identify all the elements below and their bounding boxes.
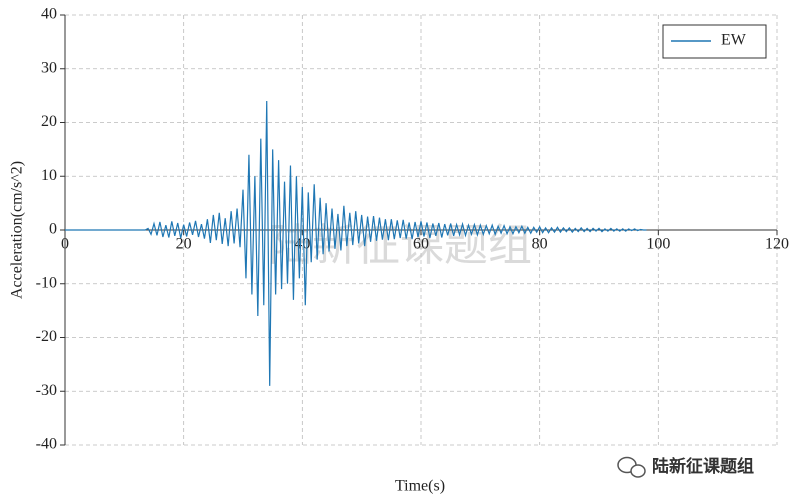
y-tick-label: -20	[36, 328, 57, 345]
y-tick-label: 30	[41, 59, 57, 76]
data-line	[65, 100, 647, 386]
y-tick-label: -30	[36, 382, 57, 399]
x-tick-label: 120	[765, 236, 789, 253]
y-tick-label: 10	[41, 167, 57, 184]
x-tick-label: 20	[176, 236, 192, 253]
x-tick-label: 40	[294, 236, 310, 253]
y-tick-label: -10	[36, 274, 57, 291]
x-axis-label: Time(s)	[395, 478, 445, 495]
x-tick-label: 100	[646, 236, 670, 253]
y-tick-label: 0	[49, 221, 57, 238]
legend-label: EW	[721, 32, 747, 49]
x-tick-label: 80	[532, 236, 548, 253]
y-tick-label: -40	[36, 436, 57, 453]
y-tick-label: 40	[41, 6, 57, 23]
y-axis-label: Acceleration(cm/s^2)	[9, 161, 26, 299]
credit: 陆新征课题组	[652, 456, 754, 477]
y-tick-label: 20	[41, 113, 57, 130]
x-tick-label: 60	[413, 236, 429, 253]
credit-icon	[617, 456, 646, 478]
